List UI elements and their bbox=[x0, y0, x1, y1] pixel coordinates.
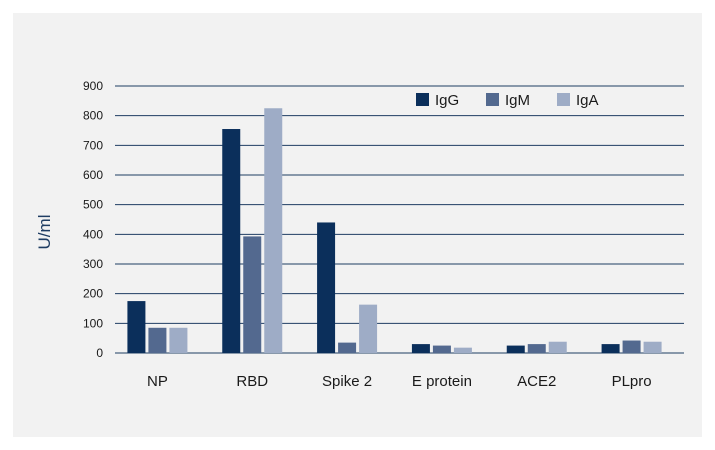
bar-igg-spike-2 bbox=[317, 222, 336, 353]
legend-label-igg: IgG bbox=[435, 92, 459, 109]
y-tick-label: 600 bbox=[83, 168, 103, 182]
bar-igg-rbd bbox=[222, 129, 241, 353]
x-axis-categories: NP RBD Spike 2 E protein ACE2 PLpro bbox=[147, 373, 652, 390]
bar-iga-rbd bbox=[264, 108, 283, 353]
bar-igm-np bbox=[148, 327, 167, 353]
bar-igm-rbd bbox=[243, 236, 262, 353]
y-tick-label: 0 bbox=[96, 346, 103, 360]
x-category-label: NP bbox=[147, 373, 168, 390]
y-axis-title: U/ml bbox=[35, 215, 54, 250]
x-category-label: Spike 2 bbox=[322, 373, 372, 390]
bar-igm-ace2 bbox=[527, 344, 546, 353]
legend-swatch-igm bbox=[486, 93, 499, 106]
bar-igm-e-protein bbox=[432, 345, 451, 353]
y-tick-label: 100 bbox=[83, 316, 103, 330]
bar-igg-e-protein bbox=[411, 344, 430, 353]
grid-lines bbox=[115, 85, 684, 354]
bar-iga-spike-2 bbox=[359, 304, 378, 353]
bar-igm-plpro bbox=[622, 340, 641, 353]
bar-igm-spike-2 bbox=[338, 342, 357, 353]
y-axis-ticks: 0 100 200 300 400 500 600 700 800 900 bbox=[83, 79, 103, 360]
bar-iga-np bbox=[169, 327, 188, 353]
y-tick-label: 800 bbox=[83, 109, 103, 123]
legend: IgG IgM IgA bbox=[416, 92, 599, 109]
x-category-label: RBD bbox=[236, 373, 268, 390]
y-tick-label: 700 bbox=[83, 138, 103, 152]
x-category-label: PLpro bbox=[612, 373, 652, 390]
bar-iga-e-protein bbox=[453, 347, 472, 353]
y-tick-label: 400 bbox=[83, 227, 103, 241]
bar-igg-ace2 bbox=[506, 345, 525, 353]
y-tick-label: 200 bbox=[83, 287, 103, 301]
x-category-label: E protein bbox=[412, 373, 472, 390]
legend-label-igm: IgM bbox=[505, 92, 530, 109]
bar-iga-ace2 bbox=[548, 341, 567, 353]
legend-swatch-igg bbox=[416, 93, 429, 106]
bars bbox=[127, 108, 662, 353]
y-tick-label: 500 bbox=[83, 198, 103, 212]
y-tick-label: 900 bbox=[83, 79, 103, 93]
chart-panel bbox=[13, 13, 702, 437]
bar-igg-plpro bbox=[601, 344, 620, 353]
legend-swatch-iga bbox=[557, 93, 570, 106]
y-tick-label: 300 bbox=[83, 257, 103, 271]
bar-iga-plpro bbox=[643, 341, 662, 353]
legend-label-iga: IgA bbox=[576, 92, 599, 109]
x-category-label: ACE2 bbox=[517, 373, 556, 390]
bar-igg-np bbox=[127, 301, 146, 353]
